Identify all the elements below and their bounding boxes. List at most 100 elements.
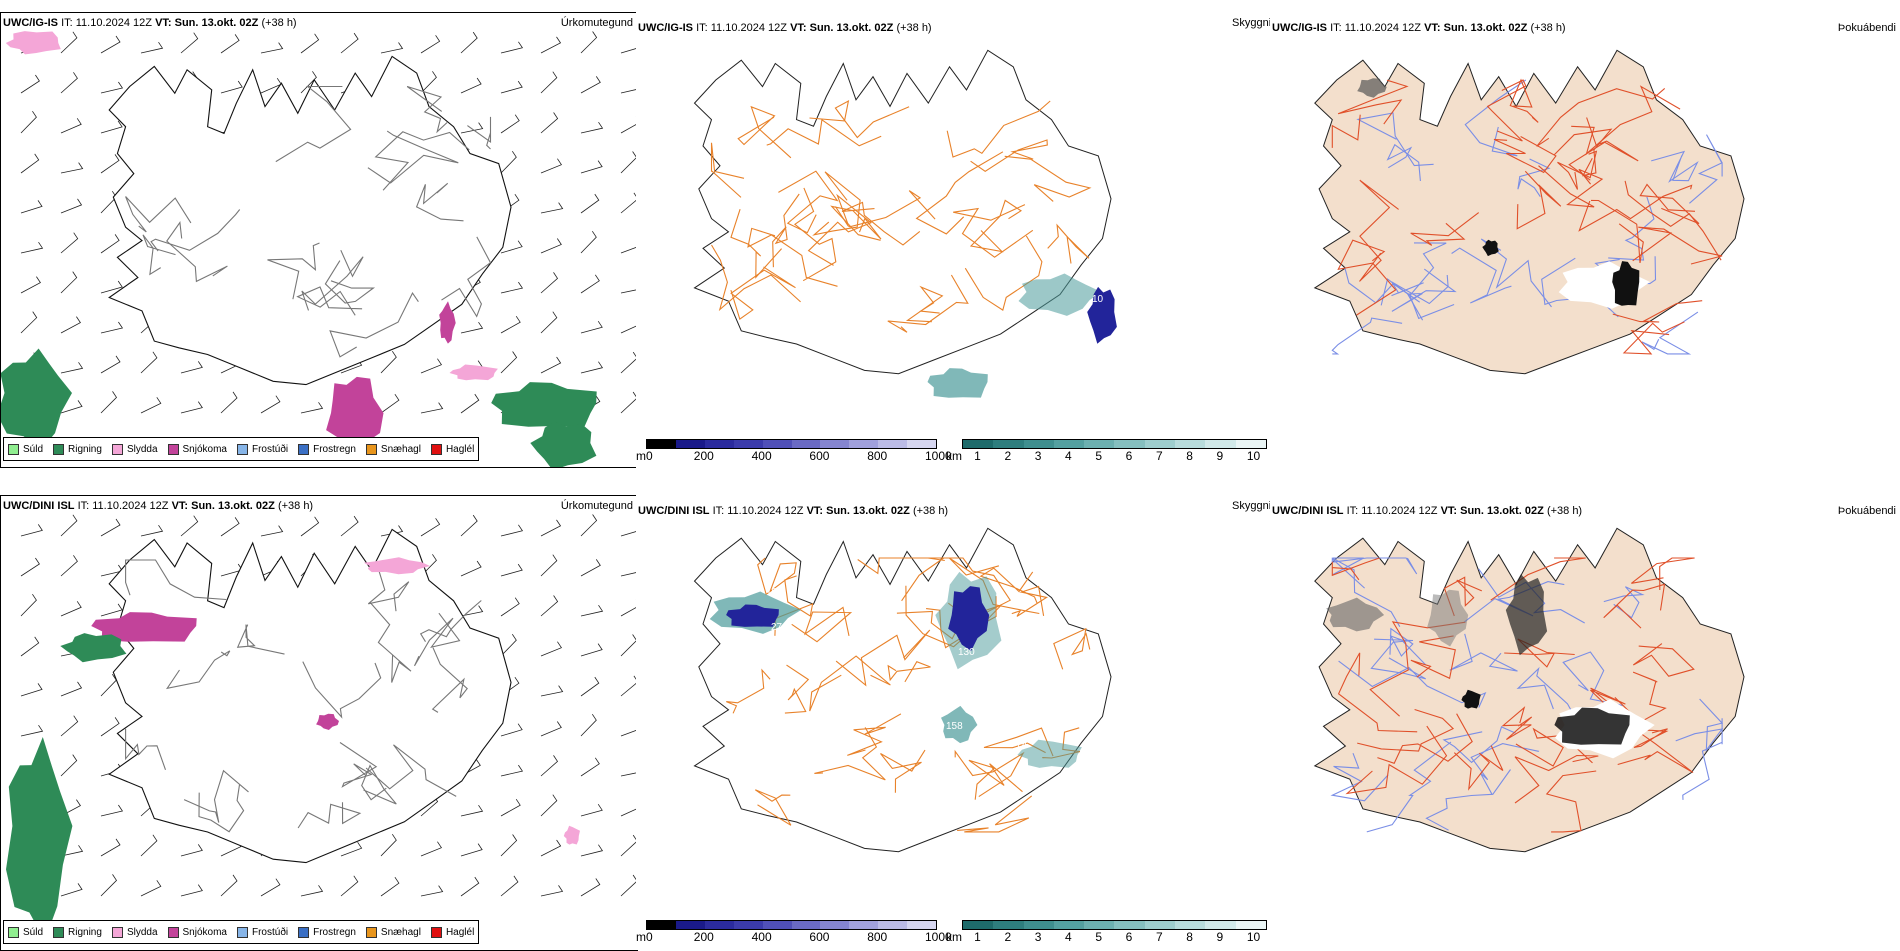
road-line: [1675, 698, 1724, 752]
road-line: [905, 285, 944, 323]
legend-swatch: [236, 926, 248, 938]
road-line: [1578, 184, 1693, 232]
road-network: [1331, 78, 1723, 355]
road-line: [757, 557, 797, 596]
colorbar-segment: [1175, 921, 1206, 929]
wind-barb: [140, 524, 164, 537]
wind-barb: [60, 362, 84, 374]
road-line: [1612, 300, 1703, 323]
iceland-coastline: [108, 55, 512, 386]
road-line: [406, 85, 448, 134]
road-line: [1357, 708, 1455, 752]
road-line: [1011, 585, 1049, 617]
road-line: [1451, 247, 1512, 304]
fog-area: [1612, 261, 1640, 306]
road-line: [1480, 238, 1552, 308]
road-line: [1632, 226, 1723, 265]
colorbar-segment: [1053, 440, 1085, 448]
wind-barb: [140, 397, 162, 414]
legend-label: Frostregn: [313, 926, 356, 938]
road-line: [1442, 726, 1516, 764]
wind-barb: [380, 525, 404, 537]
wind-barb: [220, 517, 240, 537]
road-line: [812, 171, 861, 236]
colorbar-strip: [646, 439, 937, 449]
wind-barb: [540, 71, 558, 94]
wind-barb: [140, 41, 164, 54]
colorbar-tick-label: 8: [1186, 449, 1193, 463]
road-line: [1386, 143, 1421, 182]
road-line: [754, 789, 792, 826]
wind-barb: [540, 885, 564, 897]
visibility-label: 81: [726, 647, 738, 658]
visibility-label: 10: [1092, 294, 1104, 305]
very-low-visibility-area: [948, 586, 990, 651]
colorbar-segment: [704, 921, 734, 929]
model-name: UWC/DINI ISL: [638, 505, 710, 517]
legend-swatch: [111, 443, 123, 455]
road-line: [807, 193, 873, 266]
rain-area: [1, 348, 72, 451]
road-line: [1478, 568, 1585, 624]
colorbar-segment: [1053, 921, 1085, 929]
wind-barb: [60, 715, 79, 737]
wind-barb: [260, 525, 284, 537]
legend-item: Snæhagl: [365, 443, 421, 455]
wind-barb: [20, 524, 43, 537]
wind-barb: [380, 393, 400, 414]
road-line: [1490, 557, 1586, 601]
legend-swatch: [167, 926, 179, 938]
road-line: [467, 116, 492, 150]
road-line: [1330, 753, 1389, 802]
wind-barb: [300, 71, 317, 94]
wind-barb: [460, 321, 484, 334]
wind-barb: [60, 601, 82, 617]
legend-swatch: [365, 443, 377, 455]
wind-barb: [340, 515, 359, 537]
visibility-label: 271: [771, 622, 788, 633]
legend-item: Snjókoma: [167, 926, 227, 938]
wind-barb: [420, 71, 437, 94]
rain-area: [530, 421, 597, 467]
colorbar-tick-label: 2: [1004, 930, 1012, 944]
wind-barb: [500, 798, 521, 817]
colorbar-tick-label: 800: [867, 449, 888, 463]
colorbar-segment: [647, 440, 676, 448]
colorbar-segment: [1235, 440, 1266, 448]
colorbar-segment: [675, 921, 705, 929]
wind-barb: [620, 729, 637, 737]
colorbar-unit: m: [636, 449, 646, 463]
legend-item: Súld: [8, 926, 43, 938]
road-line: [324, 260, 376, 304]
road-line: [711, 244, 801, 312]
colorbar-segment: [993, 440, 1024, 448]
wind-barb: [60, 72, 78, 94]
road-network: [125, 559, 482, 833]
wind-barb: [460, 843, 483, 857]
colorbar-segment: [762, 921, 792, 929]
road-line: [1004, 155, 1092, 202]
wind-barb: [420, 554, 437, 577]
road-line: [887, 274, 969, 333]
fog-area: [1461, 689, 1481, 709]
map-fog-top: [1313, 49, 1745, 375]
visibility-label: 293: [826, 597, 843, 608]
wind-barb: [500, 281, 524, 294]
colorbar-segment: [1023, 921, 1054, 929]
wind-barb: [580, 676, 600, 697]
road-line: [431, 647, 468, 713]
wind-barb: [140, 834, 158, 857]
road-line: [1516, 666, 1576, 719]
wind-barb: [100, 838, 121, 857]
road-line: [1517, 158, 1551, 198]
panel-header: UWC/DINI ISL IT: 11.10.2024 12Z VT: Sun.…: [3, 500, 313, 512]
wind-barb: [420, 35, 441, 54]
road-line: [1331, 557, 1418, 589]
wind-barb: [460, 31, 478, 54]
road-line: [339, 742, 378, 788]
wind-barb: [20, 724, 44, 737]
road-line: [125, 196, 192, 233]
wind-barb: [140, 351, 158, 374]
field-title: Þokuábendi: [1837, 505, 1896, 517]
wind-barb: [60, 31, 78, 54]
